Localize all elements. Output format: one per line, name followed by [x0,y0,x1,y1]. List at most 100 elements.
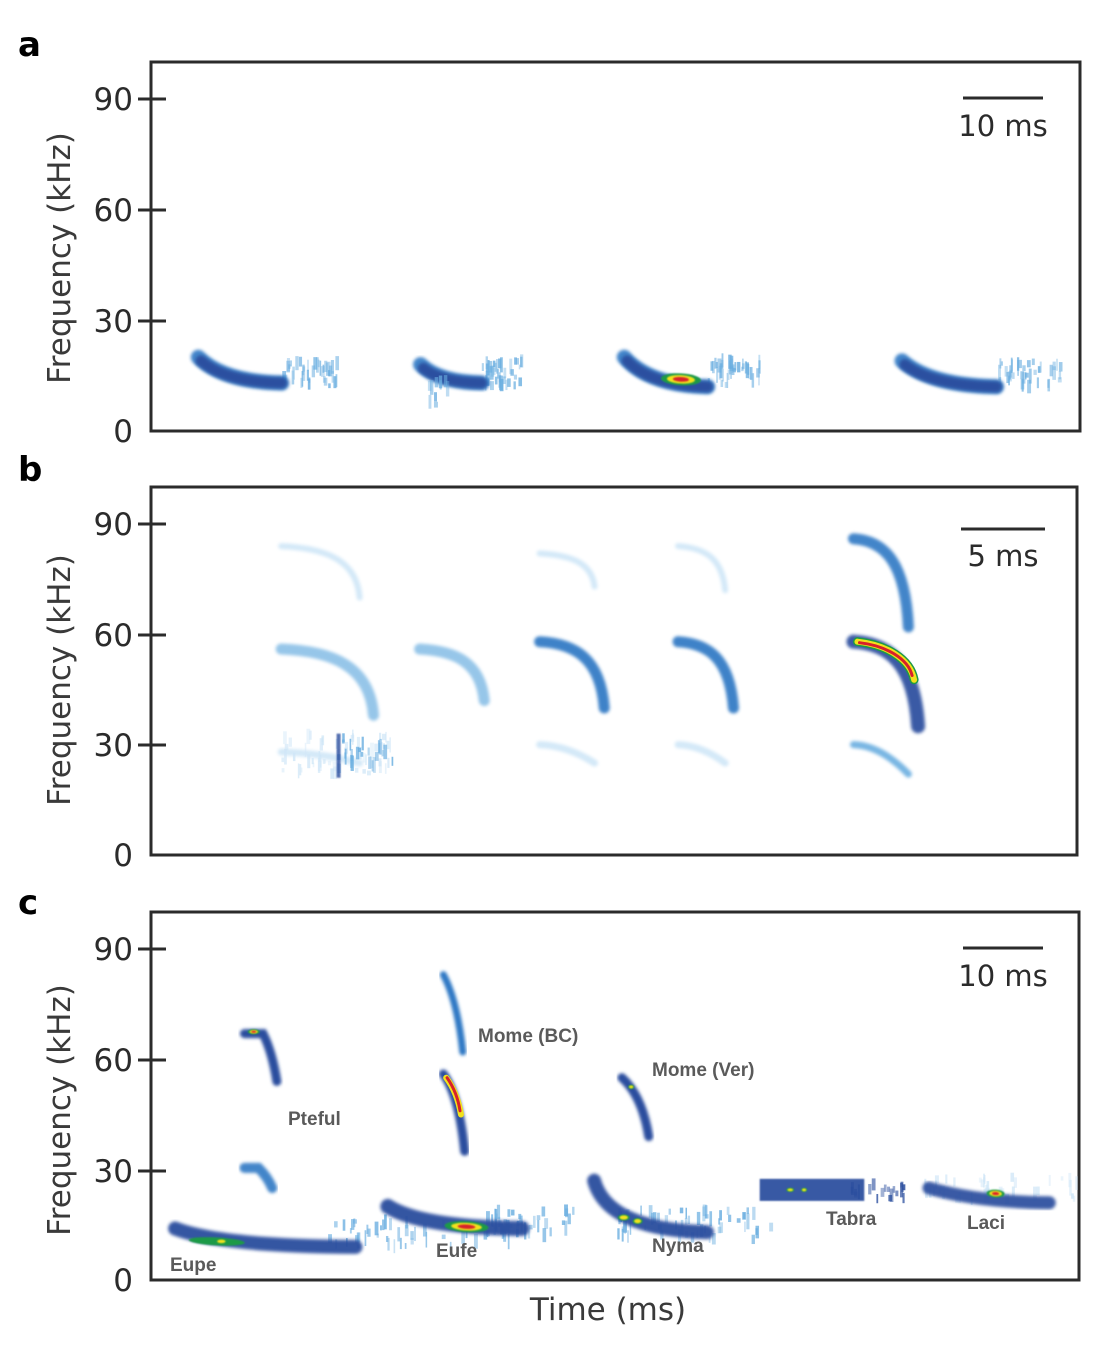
noise-nyma [746,1207,749,1215]
hotspot-eupe [217,1239,226,1244]
noise-nyma [652,1212,657,1224]
noise-nyma [657,1212,660,1223]
y-tick-label-90-c: 90 [94,932,133,968]
noise-patch-b [356,736,360,750]
noise-patch-b [284,743,289,751]
noise-tail-a [1000,361,1003,366]
noise-tail-a [758,373,760,386]
noise-tail-a [734,362,737,371]
noise-eufe [541,1206,546,1217]
noise-laci [982,1177,986,1183]
noise-drop-a [443,375,448,388]
noise-eupe [404,1243,407,1249]
noise-laci [1010,1172,1015,1182]
call-mome-ver [617,1073,654,1142]
noise-nyma [648,1205,653,1218]
noise-tail-a [316,357,319,373]
noise-tail-a [335,374,338,388]
noise-laci [986,1181,990,1192]
noise-patch-b [317,757,321,773]
noise-tail-a [1057,377,1062,383]
harmonic-b [675,543,729,594]
noise-tail-a [747,363,750,375]
noise-tail-a [333,376,337,389]
noise-tail-a [1039,361,1042,373]
noise-tail-a [496,369,500,379]
species-label-tabra: Tabra [826,1209,877,1230]
noise-patch-b [336,733,341,778]
noise-tail-a [513,381,516,390]
noise-tail-a [507,378,511,387]
hotspot-pteful [251,1030,257,1033]
noise-nyma [751,1234,755,1245]
noise-tail-a [291,370,294,385]
noise-nyma [679,1207,684,1214]
noise-patch-b [357,746,362,760]
noise-tail-a [717,358,722,373]
hotspot-nyma [619,1215,628,1220]
noise-tail-a [505,379,508,391]
noise-patch-b [292,752,296,762]
noise-eufe [507,1209,511,1217]
species-label-nyma: Nyma [652,1236,704,1257]
noise-laci [1036,1186,1040,1196]
call-pteful [240,1029,282,1086]
fundamental-b [275,643,380,721]
noise-tail-a [292,379,295,385]
noise-eupe [376,1233,379,1238]
noise-nyma [621,1228,624,1242]
noise-eupe [527,1225,531,1239]
noise-tail-a [728,360,732,375]
noise-tail-a [1056,358,1058,371]
noise-patch-b [357,747,361,753]
noise-tail-a [503,367,507,379]
noise-tabra [892,1186,896,1193]
noise-eufe [536,1215,541,1221]
noise-patch-b [344,741,349,755]
call-laci [922,1181,1056,1210]
noise-eupe [387,1237,390,1251]
y-tick-label-30-a: 30 [94,304,133,340]
noise-patch-b [319,754,322,768]
noise-nyma [769,1222,774,1232]
noise-nyma [702,1206,706,1222]
noise-tail-a [319,360,322,376]
noise-tail-a [496,359,498,374]
y-tick-label-30-b: 30 [94,728,133,764]
panel-letter-c: c [18,883,38,923]
y-axis-title-b: Frequency (kHz) [42,554,78,806]
noise-patch-b [371,760,374,772]
noise-tabra [883,1184,887,1192]
noise-patch-b [288,737,292,747]
noise-tabra [876,1193,879,1204]
noise-nyma [704,1214,709,1219]
noise-laci [1060,1176,1064,1181]
noise-nyma [719,1222,724,1233]
y-tick-label-90-b: 90 [94,507,133,543]
fundamental-b [672,636,739,714]
noise-tail-a [317,359,320,368]
panel-b: b 90 60 30 0 Frequency (kHz) 5 ms [18,450,1079,874]
noise-eupe [473,1233,478,1249]
noise-tail-a [487,360,490,376]
noise-patch-b [323,759,327,764]
noise-tail-a [1009,365,1012,380]
noise-eupe [355,1235,359,1244]
subharmonic-b [536,741,599,767]
noise-tail-a [1011,359,1013,372]
noise-tail-a [748,366,752,380]
scale-bar-label-a: 10 ms [958,109,1047,143]
scale-bar-a: 10 ms [958,96,1048,143]
noise-tail-a [750,367,753,380]
noise-tail-a [322,364,325,373]
noise-tail-a [1037,366,1041,373]
noise-patch-b [322,758,325,764]
y-tick-label-60-c: 60 [94,1043,133,1079]
noise-eufe [561,1220,566,1225]
y-axis-c: 90 60 30 0 Frequency (kHz) [42,932,166,1299]
call-band-a [899,359,1003,393]
noise-patch-b [384,763,387,774]
noise-tail-a [1058,362,1063,372]
noise-tail-a [302,364,305,376]
noise-eufe [564,1204,568,1217]
